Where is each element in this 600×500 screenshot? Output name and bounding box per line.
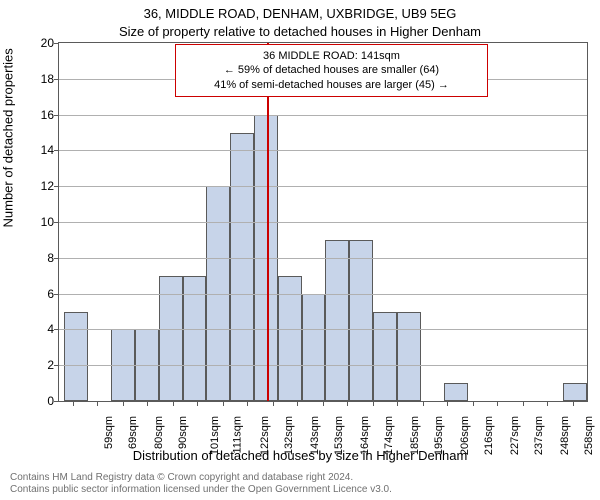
annotation-line1: 36 MIDDLE ROAD: 141sqm [184, 49, 479, 63]
x-tick-label: 90sqm [177, 416, 189, 449]
y-tick-mark [54, 329, 58, 330]
histogram-bar [444, 383, 468, 401]
y-tick-mark [54, 79, 58, 80]
y-tick-label: 12 [41, 179, 54, 193]
histogram-bar [349, 240, 373, 401]
gridline [59, 365, 587, 366]
y-tick-mark [54, 222, 58, 223]
histogram-bar [64, 312, 88, 402]
x-tick-label: 59sqm [103, 416, 115, 449]
title-sub: Size of property relative to detached ho… [0, 24, 600, 39]
x-tick-mark [197, 402, 198, 406]
footer-line2: Contains public sector information licen… [10, 484, 392, 496]
histogram-bar [325, 240, 349, 401]
title-main: 36, MIDDLE ROAD, DENHAM, UXBRIDGE, UB9 5… [0, 6, 600, 21]
annotation-line3: 41% of semi-detached houses are larger (… [184, 78, 479, 92]
histogram-bar [230, 133, 254, 402]
x-tick-mark [123, 402, 124, 406]
x-tick-mark [173, 402, 174, 406]
x-axis-label: Distribution of detached houses by size … [0, 448, 600, 463]
x-tick-mark [323, 402, 324, 406]
y-tick-label: 20 [41, 36, 54, 50]
y-tick-mark [54, 150, 58, 151]
y-tick-label: 14 [41, 143, 54, 157]
y-tick-mark [54, 365, 58, 366]
x-tick-mark [373, 402, 374, 406]
x-tick-mark [297, 402, 298, 406]
y-axis-label: Number of detached properties [1, 48, 16, 227]
y-tick-mark [54, 115, 58, 116]
x-tick-mark [273, 402, 274, 406]
y-tick-label: 8 [47, 251, 54, 265]
annotation-box: 36 MIDDLE ROAD: 141sqm ← 59% of detached… [175, 44, 488, 97]
gridline [59, 115, 587, 116]
y-tick-label: 2 [47, 358, 54, 372]
y-tick-mark [54, 401, 58, 402]
chart-container: 36, MIDDLE ROAD, DENHAM, UXBRIDGE, UB9 5… [0, 0, 600, 500]
x-tick-label: 80sqm [153, 416, 165, 449]
x-tick-mark [347, 402, 348, 406]
x-tick-mark [423, 402, 424, 406]
y-tick-mark [54, 294, 58, 295]
y-tick-label: 18 [41, 72, 54, 86]
y-tick-label: 0 [47, 394, 54, 408]
y-tick-label: 16 [41, 108, 54, 122]
footer-line1: Contains HM Land Registry data © Crown c… [10, 472, 392, 484]
gridline [59, 258, 587, 259]
gridline [59, 294, 587, 295]
y-tick-label: 10 [41, 215, 54, 229]
histogram-bar [302, 294, 326, 401]
x-tick-mark [397, 402, 398, 406]
x-tick-mark [147, 402, 148, 406]
footer-attribution: Contains HM Land Registry data © Crown c… [10, 472, 392, 496]
histogram-bar [563, 383, 587, 401]
annotation-line2: ← 59% of detached houses are smaller (64… [184, 63, 479, 77]
x-tick-mark [247, 402, 248, 406]
x-tick-mark [497, 402, 498, 406]
y-tick-mark [54, 258, 58, 259]
x-tick-mark [73, 402, 74, 406]
histogram-bar [373, 312, 397, 402]
y-tick-mark [54, 186, 58, 187]
x-tick-mark [473, 402, 474, 406]
x-tick-mark [523, 402, 524, 406]
y-tick-mark [54, 43, 58, 44]
gridline [59, 186, 587, 187]
x-tick-label: 69sqm [127, 416, 139, 449]
y-tick-label: 6 [47, 287, 54, 301]
y-tick-label: 4 [47, 322, 54, 336]
gridline [59, 150, 587, 151]
gridline [59, 222, 587, 223]
x-tick-mark [447, 402, 448, 406]
x-tick-mark [573, 402, 574, 406]
x-tick-mark [97, 402, 98, 406]
x-tick-mark [547, 402, 548, 406]
x-tick-mark [223, 402, 224, 406]
histogram-bar [397, 312, 421, 402]
gridline [59, 329, 587, 330]
